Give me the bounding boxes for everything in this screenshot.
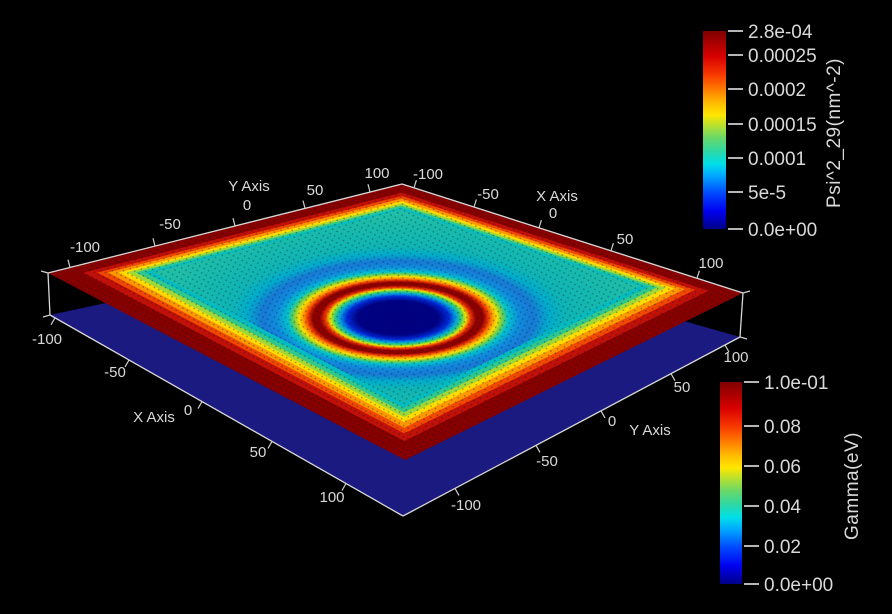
psi-colorbar-gradient[interactable]: [703, 31, 726, 229]
y-axis-top-edge: [47, 183, 403, 274]
gamma-colorbar-tick-label: 0.06: [764, 457, 801, 478]
y-bottom-tick-label: 0: [608, 413, 616, 430]
x-top-tick-label: -100: [413, 166, 443, 183]
x-bottom-tick-label: 50: [250, 444, 267, 461]
psi-colorbar-labels: 2.8e-04 0.00025 0.0002 0.00015 0.0001 5e…: [748, 22, 845, 241]
psi-colorbar-tick-label: 0.00015: [748, 115, 817, 136]
y-bottom-tick-label: 100: [723, 349, 748, 366]
x-bottom-tick-label: -50: [104, 364, 126, 381]
gamma-colorbar-title: Gamma(eV): [842, 432, 863, 540]
psi-colorbar-tick-label: 0.00025: [748, 46, 817, 67]
gamma-colorbar-tick-marks: [744, 381, 759, 585]
gamma-colorbar[interactable]: 1.0e-01 0.08 0.06 0.04 0.02 0.0e+00 Gamm…: [720, 373, 863, 596]
psi-surface[interactable]: [48, 184, 743, 460]
psi-colorbar-title: Psi^2_29(nm^-2): [824, 58, 845, 208]
psi-colorbar-tick-label: 0.0002: [748, 80, 806, 101]
x-axis-bottom-title: X Axis: [133, 409, 175, 426]
left-vertical-edge: [47, 272, 51, 316]
gamma-colorbar-tick-label: 0.08: [764, 417, 801, 438]
x-top-tick-label: 50: [617, 231, 634, 248]
y-top-tick-label: -50: [159, 216, 181, 233]
x-top-tick-label: 0: [549, 205, 557, 222]
psi-colorbar[interactable]: 2.8e-04 0.00025 0.0002 0.00015 0.0001 5e…: [703, 22, 845, 241]
x-bottom-tick-label: 0: [184, 402, 192, 419]
y-top-tick-label: 50: [307, 182, 324, 199]
y-top-tick-label: 100: [364, 165, 389, 182]
gamma-colorbar-gradient[interactable]: [720, 382, 742, 584]
y-axis-top-title: Y Axis: [228, 178, 269, 195]
x-bottom-tick-label: -100: [32, 331, 62, 348]
mesh-texture-overlay: [48, 184, 743, 460]
psi-colorbar-tick-label: 0.0e+00: [748, 220, 817, 241]
y-bottom-tick-label: 50: [674, 379, 691, 396]
x-top-tick-label: 100: [698, 255, 723, 272]
y-axis-bottom-title: Y Axis: [629, 422, 670, 439]
x-bottom-tick-label: 100: [319, 489, 344, 506]
y-bottom-tick-label: -100: [451, 497, 481, 514]
x-axis-top-title: X Axis: [536, 188, 578, 205]
y-top-tick-label: -100: [70, 239, 100, 256]
x-top-tick-label: -50: [477, 186, 499, 203]
axes-labels: -100 -50 0 50 100 Y Axis -100 -50 0 50 1…: [32, 165, 749, 514]
psi-colorbar-tick-marks: [728, 30, 743, 230]
gamma-colorbar-labels: 1.0e-01 0.08 0.06 0.04 0.02 0.0e+00 Gamm…: [764, 373, 863, 596]
axes-edges: [47, 183, 744, 517]
gamma-colorbar-tick-label: 0.02: [764, 537, 801, 558]
gamma-colorbar-tick-label: 1.0e-01: [764, 373, 828, 394]
x-axis-top-edge: [401, 183, 744, 294]
axes-tick-marks: [40, 180, 751, 496]
psi-colorbar-tick-label: 2.8e-04: [748, 22, 813, 43]
psi-colorbar-tick-label: 0.0001: [748, 149, 806, 170]
x-axis-bottom-edge: [49, 314, 404, 517]
y-axis-bottom-edge: [402, 336, 741, 517]
psi-colorbar-tick-label: 5e-5: [748, 183, 786, 204]
y-top-tick-label: 0: [243, 197, 251, 214]
right-vertical-edge: [739, 292, 744, 338]
gamma-colorbar-tick-label: 0.0e+00: [764, 575, 833, 596]
y-bottom-tick-label: -50: [536, 453, 558, 470]
gamma-colorbar-tick-label: 0.04: [764, 497, 801, 518]
